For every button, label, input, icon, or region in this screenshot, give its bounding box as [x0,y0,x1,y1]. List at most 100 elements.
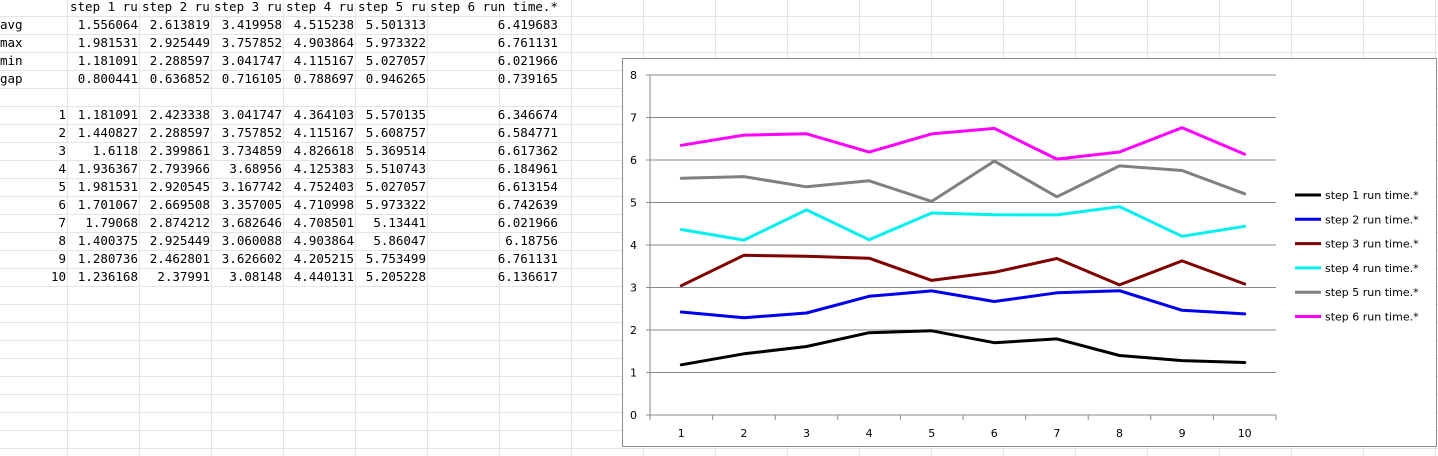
data-value-cell[interactable]: 4.364103 [293,107,354,122]
stat-value-cell[interactable]: 0.788697 [293,71,354,86]
empty-cell[interactable] [284,88,356,106]
data-value-cell[interactable]: 3.08148 [229,269,282,284]
data-value-cell[interactable]: 4.903864 [293,233,354,248]
data-value-cell[interactable]: 2.925449 [149,233,210,248]
data-value-cell[interactable]: 1.280736 [77,251,138,266]
data-value-cell[interactable]: 3.626602 [221,251,282,266]
empty-cell[interactable] [68,88,140,106]
empty-cell[interactable] [356,88,428,106]
data-value-cell[interactable]: 5.13441 [373,215,426,230]
data-value-cell[interactable]: 5.205228 [365,269,426,284]
empty-cell[interactable] [212,88,284,106]
data-value-cell[interactable]: 6.021966 [497,215,558,230]
data-value-cell[interactable]: 2.423338 [149,107,210,122]
data-value-cell[interactable]: 2.37991 [157,269,210,284]
stat-value-cell[interactable]: 5.027057 [365,53,426,68]
data-value-cell[interactable]: 2.399861 [149,143,210,158]
data-value-cell[interactable]: 3.68956 [229,161,282,176]
row-index-cell[interactable]: 7 [58,215,66,230]
header-cell[interactable]: step 6 run time.* [430,0,558,14]
row-index-cell[interactable]: 5 [58,179,66,194]
data-value-cell[interactable]: 4.125383 [293,161,354,176]
line-chart[interactable]: 0 1 2 3 4 5 6 7 8 1 2 3 4 5 6 7 8 9 10 step 1 run time.* ste… [622,58,1437,447]
data-value-cell[interactable]: 5.369514 [365,143,426,158]
data-value-cell[interactable]: 6.584771 [497,125,558,140]
data-value-cell[interactable]: 6.742639 [497,197,558,212]
stat-value-cell[interactable]: 1.981531 [77,35,138,50]
stat-value-cell[interactable]: 5.973322 [365,35,426,50]
stat-label-cell[interactable]: avg [0,17,23,32]
header-cell[interactable]: step 3 ru [214,0,282,14]
data-value-cell[interactable]: 6.184961 [497,161,558,176]
stat-label-cell[interactable]: min [0,53,23,68]
stat-value-cell[interactable]: 1.181091 [77,53,138,68]
stat-value-cell[interactable]: 6.761131 [497,35,558,50]
data-value-cell[interactable]: 1.440827 [77,125,138,140]
data-value-cell[interactable]: 5.973322 [365,197,426,212]
data-value-cell[interactable]: 1.181091 [77,107,138,122]
data-value-cell[interactable]: 5.027057 [365,179,426,194]
data-value-cell[interactable]: 4.710998 [293,197,354,212]
stat-value-cell[interactable]: 0.716105 [221,71,282,86]
data-value-cell[interactable]: 2.874212 [149,215,210,230]
data-value-cell[interactable]: 6.613154 [497,179,558,194]
data-value-cell[interactable]: 1.701067 [77,197,138,212]
data-value-cell[interactable]: 4.826618 [293,143,354,158]
stat-value-cell[interactable]: 4.515238 [293,17,354,32]
stat-value-cell[interactable]: 6.419683 [497,17,558,32]
data-value-cell[interactable]: 2.793966 [149,161,210,176]
data-value-cell[interactable]: 6.136617 [497,269,558,284]
data-value-cell[interactable]: 6.617362 [497,143,558,158]
empty-cell[interactable] [428,88,560,106]
stat-value-cell[interactable]: 4.903864 [293,35,354,50]
stat-value-cell[interactable]: 0.739165 [497,71,558,86]
data-value-cell[interactable]: 6.18756 [505,233,558,248]
data-value-cell[interactable]: 4.115167 [293,125,354,140]
data-value-cell[interactable]: 4.205215 [293,251,354,266]
stat-value-cell[interactable]: 4.115167 [293,53,354,68]
data-value-cell[interactable]: 6.346674 [497,107,558,122]
data-value-cell[interactable]: 1.936367 [77,161,138,176]
data-value-cell[interactable]: 3.757852 [221,125,282,140]
stat-label-cell[interactable]: max [0,35,23,50]
header-cell[interactable]: step 5 ru [358,0,426,14]
stat-value-cell[interactable]: 3.041747 [221,53,282,68]
data-value-cell[interactable]: 5.570135 [365,107,426,122]
stat-value-cell[interactable]: 0.636852 [149,71,210,86]
row-index-cell[interactable]: 6 [58,197,66,212]
data-value-cell[interactable]: 3.734859 [221,143,282,158]
stat-label-cell[interactable]: gap [0,71,23,86]
data-value-cell[interactable]: 1.6118 [92,143,138,158]
data-value-cell[interactable]: 2.669508 [149,197,210,212]
data-value-cell[interactable]: 3.357005 [221,197,282,212]
data-value-cell[interactable]: 1.981531 [77,179,138,194]
empty-cell[interactable] [140,88,212,106]
data-value-cell[interactable]: 1.79068 [85,215,138,230]
data-value-cell[interactable]: 5.510743 [365,161,426,176]
row-index-cell[interactable]: 10 [50,269,66,284]
data-value-cell[interactable]: 5.753499 [365,251,426,266]
data-value-cell[interactable]: 4.708501 [293,215,354,230]
data-value-cell[interactable]: 4.440131 [293,269,354,284]
empty-cell[interactable] [0,88,68,106]
stat-value-cell[interactable]: 2.613819 [149,17,210,32]
stat-value-cell[interactable]: 3.419958 [221,17,282,32]
data-value-cell[interactable]: 5.608757 [365,125,426,140]
header-cell[interactable] [0,0,68,16]
stat-value-cell[interactable]: 5.501313 [365,17,426,32]
header-cell[interactable]: step 1 ru [70,0,138,14]
data-value-cell[interactable]: 5.86047 [373,233,426,248]
stat-value-cell[interactable]: 2.288597 [149,53,210,68]
stat-value-cell[interactable]: 6.021966 [497,53,558,68]
row-index-cell[interactable]: 9 [58,251,66,266]
header-cell[interactable]: step 4 ru [286,0,354,14]
data-value-cell[interactable]: 1.400375 [77,233,138,248]
stat-value-cell[interactable]: 3.757852 [221,35,282,50]
stat-value-cell[interactable]: 0.946265 [365,71,426,86]
data-value-cell[interactable]: 2.288597 [149,125,210,140]
header-cell[interactable]: step 2 ru [142,0,210,14]
row-index-cell[interactable]: 1 [58,107,66,122]
data-value-cell[interactable]: 3.682646 [221,215,282,230]
row-index-cell[interactable]: 8 [58,233,66,248]
row-index-cell[interactable]: 3 [58,143,66,158]
